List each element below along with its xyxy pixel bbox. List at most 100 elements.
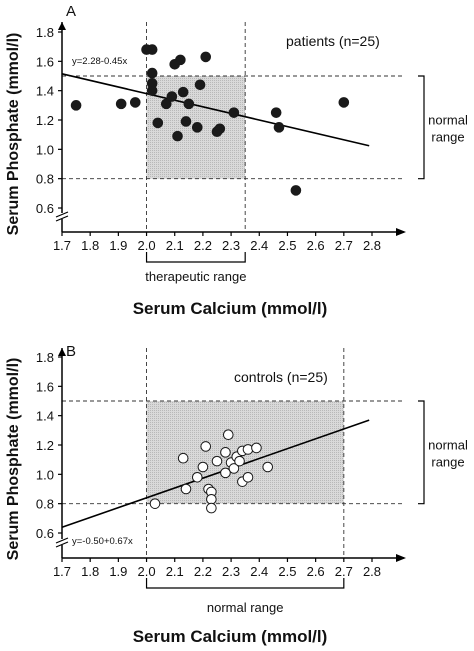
data-point bbox=[197, 461, 209, 473]
data-point bbox=[234, 455, 245, 467]
data-points bbox=[70, 44, 350, 196]
x-tick-label: 1.8 bbox=[81, 564, 99, 579]
y-tick-label: 0.8 bbox=[36, 497, 54, 512]
data-point bbox=[251, 442, 262, 454]
data-point bbox=[180, 483, 192, 495]
x-range-bracket bbox=[145, 578, 345, 589]
data-point bbox=[70, 100, 82, 111]
y-tick-label: 1.6 bbox=[36, 379, 54, 394]
x-tick-label: 2.2 bbox=[194, 238, 212, 253]
data-point bbox=[160, 98, 172, 110]
x-tick-label: 2.6 bbox=[307, 238, 325, 253]
axes: 0.6 0.8 1.0 1.2 1.4 1.6 1.8 1.7 1.8 1.9 2.0 2.1 2.2 2… bbox=[36, 22, 406, 253]
data-point bbox=[222, 429, 234, 441]
y-axis-arrow bbox=[58, 348, 66, 356]
data-point bbox=[194, 79, 206, 91]
axis-break-gap bbox=[56, 213, 68, 219]
x-tick-label: 2.1 bbox=[166, 238, 184, 253]
data-point bbox=[270, 107, 282, 118]
data-point bbox=[338, 97, 350, 108]
y-tick-label: 1.2 bbox=[36, 113, 54, 128]
series-label: patients (n=25) bbox=[286, 33, 380, 49]
axis-break-gap bbox=[56, 539, 68, 545]
brackets bbox=[145, 75, 425, 263]
data-point bbox=[149, 498, 161, 509]
data-point bbox=[177, 452, 189, 464]
equation-label: y=2.28-0.45x bbox=[72, 56, 127, 67]
x-bracket-label: normal range bbox=[207, 600, 284, 615]
y-bracket-label-line1: normal bbox=[428, 112, 468, 127]
x-tick-label: 2.7 bbox=[335, 238, 353, 253]
panel-label: A bbox=[66, 3, 76, 20]
data-point bbox=[152, 117, 164, 129]
data-point bbox=[166, 91, 178, 102]
data-point bbox=[129, 97, 141, 108]
x-tick-label: 1.7 bbox=[53, 564, 71, 579]
x-tick-label: 2.4 bbox=[250, 564, 268, 579]
data-point bbox=[214, 123, 226, 135]
panel-a: 0.6 0.8 1.0 1.2 1.4 1.6 1.8 1.7 1.8 1.9 2.0 2.1 2.2 2… bbox=[5, 3, 468, 318]
y-axis-arrow bbox=[58, 22, 66, 30]
y-tick-label: 0.8 bbox=[36, 172, 54, 187]
x-axis-arrow bbox=[396, 554, 406, 562]
data-point bbox=[191, 122, 203, 133]
x-tick-label: 1.9 bbox=[109, 238, 127, 253]
y-tick-label: 1.2 bbox=[36, 438, 54, 453]
x-tick-label: 1.8 bbox=[81, 238, 99, 253]
data-point bbox=[228, 107, 240, 118]
data-point bbox=[177, 86, 189, 98]
brackets bbox=[145, 400, 425, 589]
x-tick-label: 2.6 bbox=[307, 564, 325, 579]
data-point bbox=[290, 185, 302, 196]
x-tick-label: 2.1 bbox=[166, 564, 184, 579]
axes: 0.6 0.8 1.0 1.2 1.4 1.6 1.8 1.7 1.8 1.9 2.0 2.1 2.2 2… bbox=[36, 348, 406, 579]
equation-label: y=-0.50+0.67x bbox=[72, 536, 133, 547]
x-tick-label: 2.0 bbox=[138, 238, 156, 253]
x-tick-label: 1.7 bbox=[53, 238, 71, 253]
panel-b: 0.6 0.8 1.0 1.2 1.4 1.6 1.8 1.7 1.8 1.9 2.0 2.1 2.2 2… bbox=[5, 343, 468, 646]
axis-break-mark bbox=[55, 537, 69, 544]
y-axis-title: Serum Phosphate (mmol/l) bbox=[5, 33, 22, 236]
data-point bbox=[146, 85, 158, 96]
data-point bbox=[220, 447, 231, 458]
data-point bbox=[200, 441, 212, 452]
x-tick-label: 2.4 bbox=[250, 238, 268, 253]
y-bracket-label-line1: normal bbox=[428, 437, 468, 452]
x-tick-label: 2.5 bbox=[278, 238, 296, 253]
y-tick-label: 1.0 bbox=[36, 467, 54, 482]
y-tick-label: 1.4 bbox=[36, 84, 54, 99]
x-tick-label: 2.8 bbox=[363, 238, 381, 253]
y-tick-label: 1.4 bbox=[36, 409, 54, 424]
x-tick-label: 2.2 bbox=[194, 564, 212, 579]
data-point bbox=[180, 116, 192, 127]
y-bracket-label-line2: range bbox=[431, 129, 464, 144]
data-point bbox=[146, 67, 158, 79]
y-tick-label: 1.0 bbox=[36, 142, 54, 157]
x-axis-title: Serum Calcium (mmol/l) bbox=[133, 299, 328, 318]
y-tick-label: 1.8 bbox=[36, 350, 54, 365]
x-tick-label: 2.3 bbox=[222, 238, 240, 253]
y-tick-label: 0.6 bbox=[36, 526, 54, 541]
guide-lines bbox=[62, 22, 404, 232]
data-point bbox=[220, 467, 231, 479]
data-point bbox=[146, 44, 158, 55]
data-point bbox=[175, 54, 186, 66]
y-range-bracket bbox=[418, 400, 425, 505]
data-point bbox=[273, 122, 285, 133]
data-point bbox=[228, 463, 240, 474]
guide-lines bbox=[62, 348, 404, 558]
y-bracket-label-line2: range bbox=[431, 454, 464, 469]
data-point bbox=[183, 98, 195, 110]
data-point bbox=[200, 51, 212, 63]
y-tick-label: 1.8 bbox=[36, 25, 54, 40]
data-point bbox=[262, 461, 274, 473]
regression-line bbox=[61, 73, 370, 147]
data-point bbox=[206, 502, 217, 514]
axis-break-mark bbox=[55, 541, 69, 548]
regression bbox=[61, 73, 370, 147]
series-label: controls (n=25) bbox=[234, 369, 328, 385]
x-range-bracket bbox=[145, 252, 246, 263]
x-tick-label: 2.8 bbox=[363, 564, 381, 579]
regression-line bbox=[61, 419, 370, 529]
